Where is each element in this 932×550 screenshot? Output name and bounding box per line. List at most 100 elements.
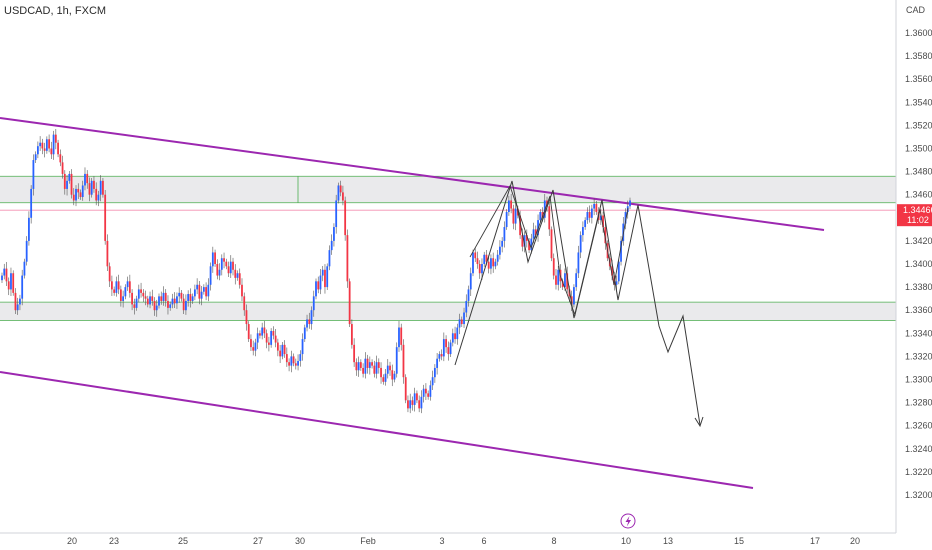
candle-body [193, 289, 196, 297]
channel-lower-line [0, 371, 754, 489]
candle-body [48, 139, 50, 149]
candle-body [81, 185, 84, 198]
candle-body [407, 400, 409, 409]
candle-body [429, 385, 432, 397]
y-tick-label: 1.33600 [905, 305, 932, 315]
candle-body [308, 319, 311, 325]
candle-body [274, 335, 277, 343]
candle-body [169, 304, 172, 308]
candle-body [104, 194, 107, 241]
candle-body [290, 356, 293, 366]
candle-body [449, 342, 452, 355]
y-tick-label: 1.34200 [905, 236, 932, 246]
candle-body [70, 173, 73, 195]
candle-body [478, 264, 481, 274]
candle-body [333, 227, 335, 241]
currency-label: CAD [906, 5, 926, 15]
x-tick-label: 6 [481, 536, 486, 546]
candle-body [93, 180, 95, 189]
y-tick-label: 1.33200 [905, 351, 932, 361]
candle-body [624, 212, 627, 224]
candle-body [301, 339, 304, 355]
candle-body [570, 296, 573, 305]
candle-body [431, 377, 434, 386]
lightning-icon[interactable] [620, 513, 636, 529]
candle-body [272, 330, 275, 336]
candle-body [375, 362, 378, 374]
candle-body [584, 220, 587, 228]
y-tick-label: 1.34600 [905, 190, 932, 200]
candle-body [265, 333, 268, 343]
candle-body [373, 365, 376, 374]
candle-body [310, 310, 313, 325]
x-tick-label: 20 [850, 536, 860, 546]
candle-body [552, 258, 555, 276]
candle-body [1, 275, 3, 281]
candle-body [440, 354, 443, 357]
candle-body [236, 273, 239, 278]
candle-body [155, 305, 158, 311]
candles [1, 128, 631, 414]
candle-body [41, 142, 44, 149]
candle-body [97, 194, 100, 201]
candle-body [514, 208, 517, 224]
candle-body [368, 362, 371, 368]
candle-body [247, 324, 250, 340]
candle-body [364, 358, 367, 374]
y-tick-label: 1.33400 [905, 328, 932, 338]
x-tick-label: 13 [663, 536, 673, 546]
candle-body [350, 324, 353, 345]
candle-body [451, 333, 454, 343]
candle-body [523, 235, 526, 247]
candle-body [555, 275, 557, 285]
candle-body [39, 142, 42, 147]
candle-body [108, 266, 111, 282]
candle-body [573, 287, 575, 305]
candle-body [198, 284, 201, 299]
candle-body [162, 292, 165, 301]
candle-body [389, 365, 391, 371]
candle-body [577, 252, 580, 274]
price-axis[interactable]: 1.36000 1.35800 1.35600 1.35400 1.35200 1.350… [895, 0, 932, 533]
candle-body [209, 266, 212, 285]
candle-body [355, 362, 358, 371]
x-tick-label: 20 [67, 536, 77, 546]
candle-body [602, 215, 604, 228]
zone-fill [0, 302, 896, 321]
candle-body [84, 173, 86, 186]
candle-body [164, 292, 167, 301]
candle-body [501, 240, 504, 247]
candle-body [530, 238, 533, 251]
candle-body [191, 296, 194, 301]
candle-body [463, 312, 465, 325]
candle-body [281, 344, 284, 357]
candle-body [588, 212, 591, 218]
candle-body [324, 269, 326, 288]
candle-body [243, 296, 246, 311]
candle-body [250, 339, 252, 348]
price-badge [897, 204, 932, 227]
candle-body [10, 273, 12, 290]
candle-body [259, 333, 261, 336]
candle-body [229, 261, 232, 274]
y-tick-label: 1.35400 [905, 97, 932, 107]
candle-body [539, 212, 542, 221]
channel-upper-line [0, 117, 825, 231]
candle-body [505, 212, 508, 228]
candle-body [317, 281, 320, 290]
candle-body [167, 300, 169, 308]
candle-body [153, 300, 156, 311]
candle-body [205, 287, 207, 297]
candle-body [238, 273, 241, 285]
candle-body [528, 240, 530, 251]
candle-body [400, 327, 403, 345]
candle-body [328, 250, 331, 267]
candle-body [525, 235, 528, 241]
x-tick-label: 23 [109, 536, 119, 546]
candle-body [366, 358, 369, 368]
candle-body [433, 367, 436, 378]
time-axis[interactable]: 20 23 25 27 30 Feb 3 6 8 10 13 15 17 20 [0, 532, 896, 546]
candle-body [395, 347, 398, 374]
candle-body [142, 292, 145, 297]
